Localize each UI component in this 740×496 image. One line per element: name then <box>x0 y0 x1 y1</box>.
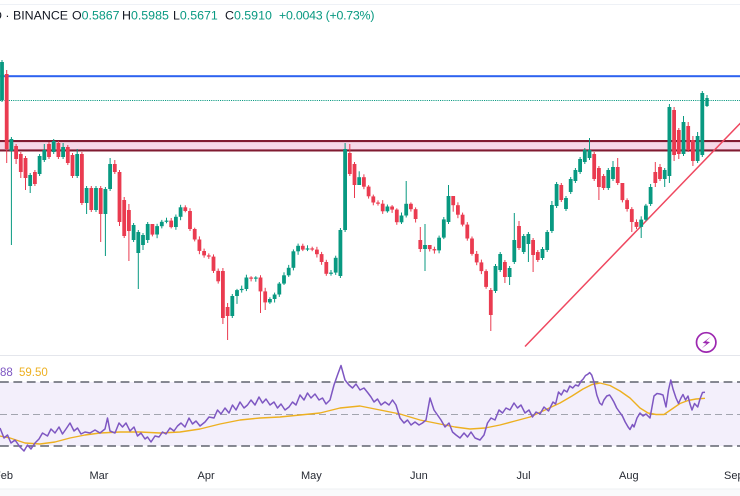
svg-text:May: May <box>301 470 322 482</box>
svg-text:59.50: 59.50 <box>19 367 48 379</box>
svg-text:88: 88 <box>0 367 13 379</box>
svg-text:D · BINANCE: D · BINANCE <box>0 9 68 23</box>
svg-text:Apr: Apr <box>198 470 215 482</box>
svg-text:Mar: Mar <box>90 470 109 482</box>
svg-text:L0.5671: L0.5671 <box>173 9 218 23</box>
svg-text:Feb: Feb <box>0 470 13 482</box>
svg-text:O0.5867: O0.5867 <box>72 9 120 23</box>
svg-text:Sep: Sep <box>724 470 740 482</box>
svg-text:Jul: Jul <box>517 470 531 482</box>
svg-text:Aug: Aug <box>619 470 639 482</box>
svg-text:H0.5985: H0.5985 <box>122 9 169 23</box>
svg-text:Jun: Jun <box>410 470 428 482</box>
svg-text:C0.5910: C0.5910 <box>225 9 272 23</box>
svg-text:+0.0043 (+0.73%): +0.0043 (+0.73%) <box>279 9 374 23</box>
